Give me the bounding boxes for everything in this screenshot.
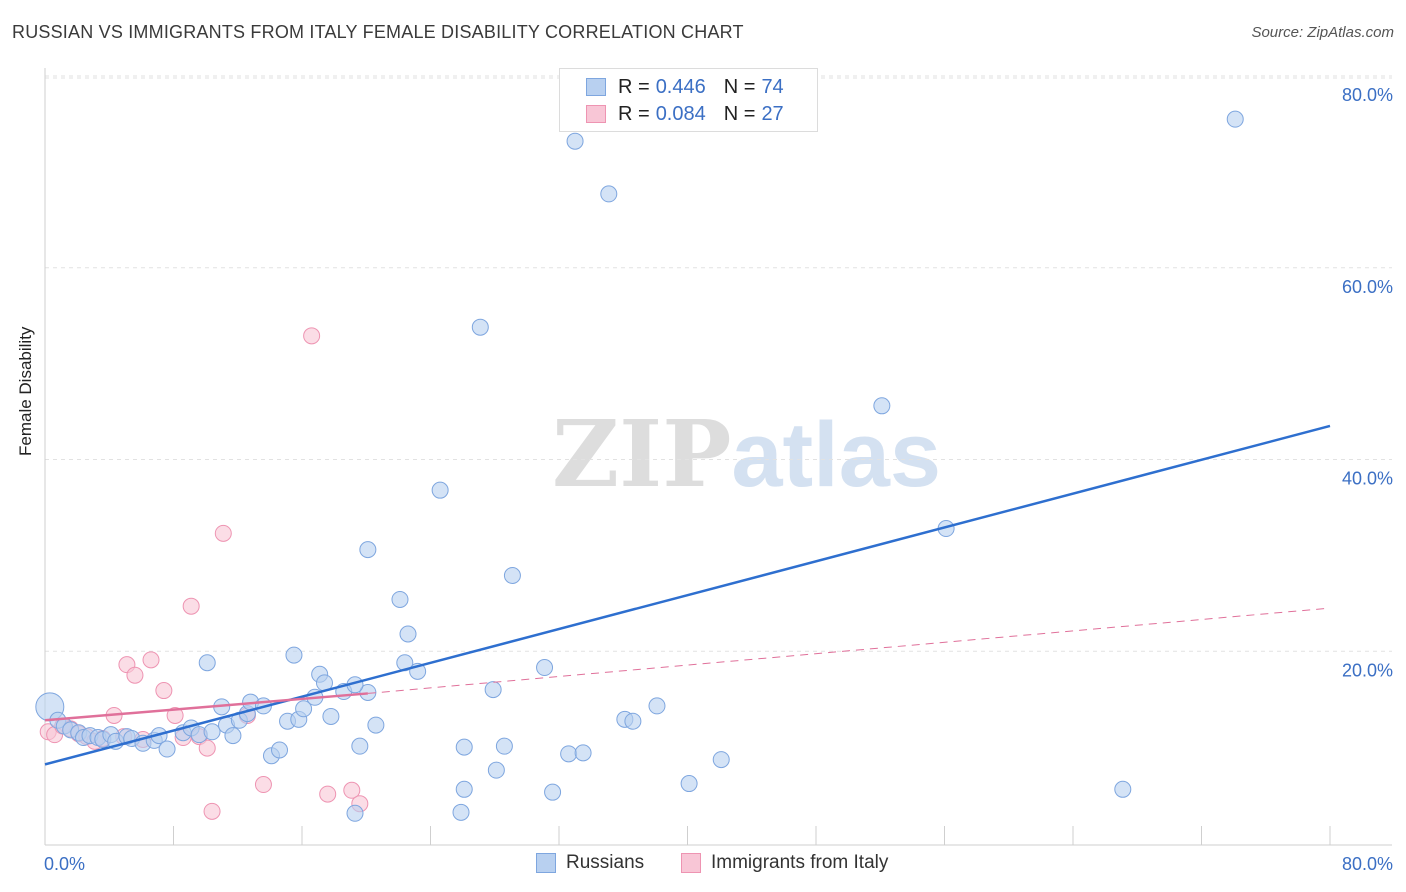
- data-point-russians: [566, 132, 584, 150]
- source-attribution: Source: ZipAtlas.com: [1251, 24, 1394, 41]
- data-point-russians: [1114, 780, 1132, 798]
- y-axis-label: Female Disability: [16, 326, 35, 456]
- legend-row-russians: R = 0.446 N = 74: [586, 74, 784, 100]
- trendline-russians: [44, 424, 1331, 766]
- data-point-russians: [471, 318, 489, 336]
- data-point-russians: [503, 567, 521, 585]
- legend-item-italy[interactable]: Immigrants from Italy: [681, 852, 888, 874]
- data-point-russians: [455, 780, 473, 798]
- data-point-russians: [351, 737, 369, 755]
- legend-r-value: 0.084: [655, 102, 706, 125]
- data-point-italy: [214, 524, 232, 542]
- watermark-zip: ZIP: [552, 400, 732, 508]
- legend-swatch-pink: [681, 853, 701, 873]
- data-point-russians: [680, 775, 698, 793]
- data-point-italy: [254, 776, 272, 794]
- data-point-italy: [303, 327, 321, 345]
- legend-label: Russians: [566, 852, 645, 873]
- x-tick-label: 0.0%: [44, 854, 85, 874]
- data-point-russians: [574, 744, 592, 762]
- legend-label: Immigrants from Italy: [711, 852, 889, 873]
- series-legend: Russians Immigrants from Italy: [0, 850, 1406, 880]
- legend-n-value: 27: [761, 102, 784, 125]
- correlation-legend: R = 0.446 N = 74 R = 0.084 N = 27: [559, 68, 818, 132]
- data-point-russians: [544, 783, 562, 801]
- data-point-russians: [399, 625, 417, 643]
- data-point-italy: [203, 802, 221, 820]
- y-tick-label: 80.0%: [1342, 85, 1393, 105]
- chart-title: RUSSIAN VS IMMIGRANTS FROM ITALY FEMALE …: [12, 22, 744, 42]
- legend-item-russians[interactable]: Russians: [536, 852, 644, 874]
- data-point-russians: [431, 481, 449, 499]
- y-tick-label: 60.0%: [1342, 277, 1393, 297]
- data-point-russians: [452, 803, 470, 821]
- legend-n-label: N =: [723, 75, 756, 98]
- watermark-atlas: atlas: [731, 404, 942, 506]
- data-point-italy: [126, 666, 144, 684]
- x-tick-label: 80.0%: [1342, 854, 1393, 874]
- trendline-italy: [44, 692, 368, 722]
- data-point-italy: [155, 682, 173, 700]
- legend-swatch-blue: [536, 853, 556, 873]
- data-point-russians: [198, 654, 216, 672]
- watermark: ZIPatlas: [552, 400, 941, 508]
- data-point-russians: [455, 738, 473, 756]
- data-point-russians: [624, 712, 642, 730]
- legend-r-value: 0.446: [655, 75, 706, 98]
- data-point-russians: [600, 185, 618, 203]
- legend-n-value: 74: [761, 75, 784, 98]
- data-point-russians: [367, 716, 385, 734]
- data-point-italy: [142, 651, 160, 669]
- data-point-italy: [182, 597, 200, 615]
- data-point-russians: [359, 541, 377, 559]
- data-point-russians: [203, 723, 221, 741]
- data-point-russians: [712, 751, 730, 769]
- y-tick-label: 20.0%: [1342, 660, 1393, 680]
- data-point-russians: [158, 740, 176, 758]
- legend-n-label: N =: [723, 102, 756, 125]
- legend-r-label: R =: [618, 75, 650, 98]
- data-point-russians: [560, 745, 578, 763]
- data-point-italy: [343, 781, 361, 799]
- data-point-italy: [166, 706, 184, 724]
- legend-swatch-pink: [586, 105, 606, 123]
- data-point-russians: [495, 737, 513, 755]
- data-point-italy: [198, 739, 216, 757]
- data-point-russians: [391, 590, 409, 608]
- data-point-russians: [322, 707, 340, 725]
- data-point-russians: [295, 700, 313, 718]
- data-point-italy: [319, 785, 337, 803]
- y-tick-label: 40.0%: [1342, 469, 1393, 489]
- data-point-russians: [873, 397, 891, 415]
- data-point-russians: [1226, 110, 1244, 128]
- legend-row-italy: R = 0.084 N = 27: [586, 101, 784, 127]
- data-point-russians: [648, 697, 666, 715]
- data-point-russians: [359, 683, 377, 701]
- data-point-russians: [285, 646, 303, 664]
- trendline-italy-dashed: [367, 607, 1331, 694]
- data-point-russians: [224, 727, 242, 745]
- data-point-russians: [487, 761, 505, 779]
- data-point-russians: [271, 741, 289, 759]
- data-point-russians: [484, 681, 502, 699]
- legend-r-label: R =: [618, 102, 650, 125]
- data-point-russians: [346, 804, 364, 822]
- legend-swatch-blue: [586, 78, 606, 96]
- data-point-russians: [536, 659, 554, 677]
